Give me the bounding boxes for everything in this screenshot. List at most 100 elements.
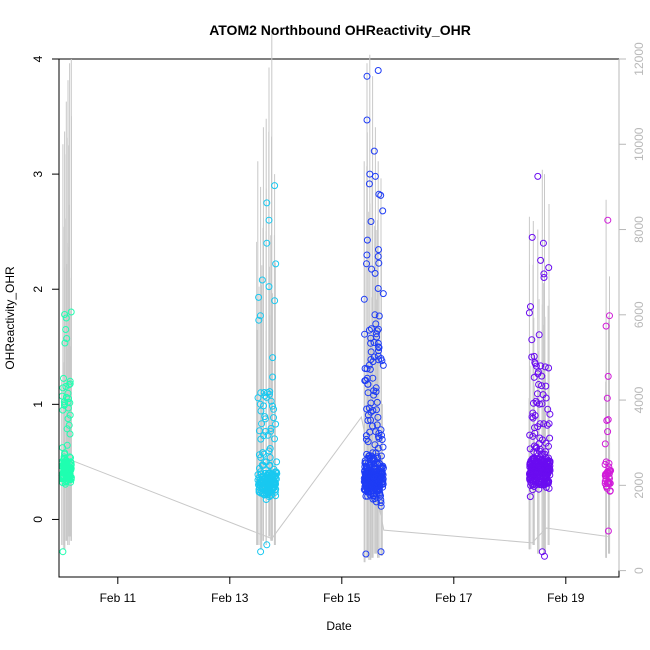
data-point — [531, 424, 538, 432]
data-point — [254, 476, 262, 484]
x-tick-label: Feb 17 — [435, 591, 473, 605]
data-point — [266, 390, 273, 398]
x-tick-label: Feb 15 — [323, 591, 361, 605]
data-point — [528, 476, 536, 483]
data-point — [66, 411, 74, 419]
data-point — [60, 458, 68, 466]
data-point — [63, 425, 71, 433]
data-point — [369, 422, 376, 430]
data-point — [546, 410, 554, 418]
data-point — [259, 449, 267, 457]
data-point — [270, 484, 277, 492]
data-point — [271, 182, 279, 190]
data-point — [269, 373, 277, 381]
data-point — [374, 325, 382, 333]
data-point — [379, 443, 387, 451]
data-point — [373, 406, 380, 414]
data-point — [526, 463, 534, 471]
data-point — [374, 253, 382, 260]
data-point — [65, 395, 72, 403]
data-point — [377, 499, 385, 507]
data-point — [63, 335, 71, 342]
data-point — [59, 548, 67, 556]
y2-tick-label: 10000 — [632, 127, 646, 161]
data-point — [257, 435, 265, 443]
data-point — [256, 400, 264, 408]
data-point — [361, 330, 369, 338]
data-point — [605, 478, 613, 486]
data-point — [363, 260, 370, 268]
data-point — [539, 436, 546, 444]
data-point — [379, 207, 387, 215]
data-point — [525, 309, 533, 317]
data-point — [532, 466, 540, 474]
data-point — [255, 316, 263, 324]
data-point — [528, 336, 536, 344]
data-point — [602, 322, 610, 330]
data-point — [540, 481, 548, 489]
data-point — [531, 412, 539, 419]
x-axis: Feb 11 Feb 13 Feb 15 Feb 17 Feb 19 — [100, 576, 585, 605]
data-point — [271, 435, 278, 443]
data-point — [268, 476, 275, 484]
data-point — [64, 389, 72, 397]
data-point — [371, 441, 379, 449]
data-point — [267, 397, 275, 405]
data-point — [59, 384, 67, 392]
data-point — [364, 417, 372, 424]
data-point — [255, 488, 263, 496]
data-point — [545, 264, 553, 272]
data-point — [62, 314, 70, 322]
data-point — [603, 469, 611, 477]
data-point — [374, 413, 382, 421]
data-point — [262, 479, 270, 487]
data-point — [603, 417, 611, 424]
data-point — [269, 354, 277, 362]
data-point — [526, 445, 534, 453]
data-point — [262, 428, 269, 435]
data-point — [529, 486, 537, 494]
data-point — [65, 381, 73, 389]
data-point — [259, 461, 267, 469]
data-point — [262, 496, 270, 503]
data-point — [362, 550, 370, 558]
data-point — [602, 458, 610, 466]
data-point — [375, 259, 383, 267]
data-point — [604, 416, 612, 424]
data-point — [528, 413, 536, 421]
data-point — [66, 430, 74, 438]
data-point — [540, 274, 548, 281]
y-tick-label: 4 — [31, 55, 45, 62]
y-tick-label: 3 — [31, 170, 45, 177]
data-point — [604, 428, 612, 436]
data-point — [543, 421, 551, 429]
data-point — [365, 326, 373, 334]
data-point — [363, 251, 371, 259]
data-point — [367, 218, 375, 225]
y2-tick-label: 8000 — [632, 216, 646, 243]
data-point — [369, 358, 377, 366]
data-point — [366, 365, 374, 373]
data-point — [538, 548, 546, 556]
x-tick-label: Feb 13 — [211, 591, 249, 605]
data-point — [546, 434, 554, 442]
data-point — [265, 283, 273, 291]
data-point — [545, 442, 552, 450]
chart-title: ATOM2 Northbound OHReactivity_OHR — [209, 22, 471, 38]
data-point — [530, 462, 538, 470]
x-tick-label: Feb 11 — [100, 591, 137, 605]
data-point — [532, 362, 540, 370]
data-point — [67, 308, 75, 316]
data-point — [271, 297, 279, 305]
data-point — [255, 481, 262, 489]
data-point — [61, 480, 69, 488]
data-point — [259, 489, 267, 497]
data-point — [365, 404, 373, 412]
data-point — [61, 339, 69, 347]
data-point — [601, 440, 609, 448]
y2-tick-label: 12000 — [632, 42, 646, 76]
data-point — [604, 527, 612, 535]
data-point — [536, 481, 544, 489]
data-point — [526, 493, 534, 501]
